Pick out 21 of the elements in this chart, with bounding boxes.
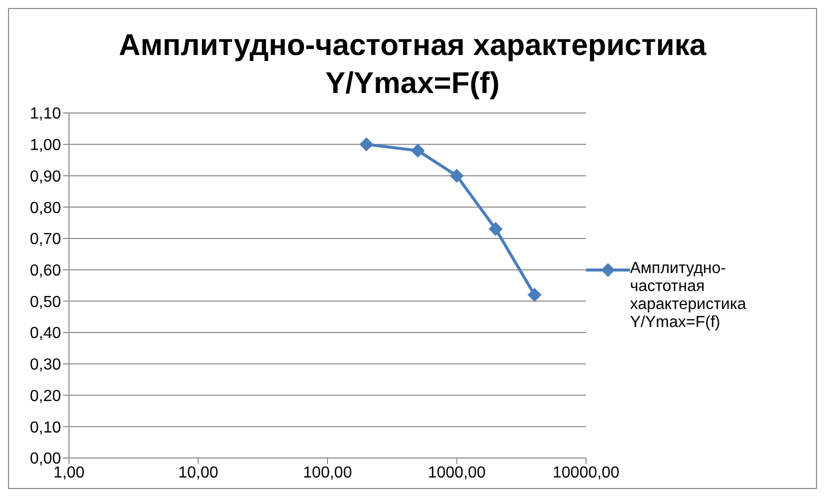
x-tick-label: 10000,00: [552, 464, 620, 482]
point: [488, 222, 503, 236]
y-tick-label: 0,40: [30, 325, 62, 342]
y-tick-label: 0,20: [30, 388, 62, 405]
y-tick-label: 1,10: [30, 106, 62, 123]
y-tick-label: 0,30: [30, 356, 62, 374]
x-tick-label: 100,00: [303, 464, 352, 482]
y-tick-label: 0,60: [30, 262, 62, 280]
y-tick-label: 0,50: [30, 294, 62, 311]
x-tick-label: 10,00: [178, 464, 218, 482]
x-tick-label: 1000,00: [428, 464, 486, 482]
legend-label: Амплитудно-частотная характеристика Y/Ymax=F(f): [630, 260, 748, 332]
point: [410, 144, 425, 158]
y-tick-label: 0,10: [30, 419, 62, 436]
y-tick-label: 0,80: [30, 200, 62, 217]
y-tick-label: 0,70: [30, 231, 62, 248]
point: [450, 168, 464, 183]
point: [528, 288, 542, 302]
chart-title: Амплитудно-частотная характеристика Y/Ymax=F(f): [118, 28, 708, 102]
y-tick-label: 0,90: [30, 168, 62, 186]
y-tick-label: 1,00: [30, 137, 62, 154]
